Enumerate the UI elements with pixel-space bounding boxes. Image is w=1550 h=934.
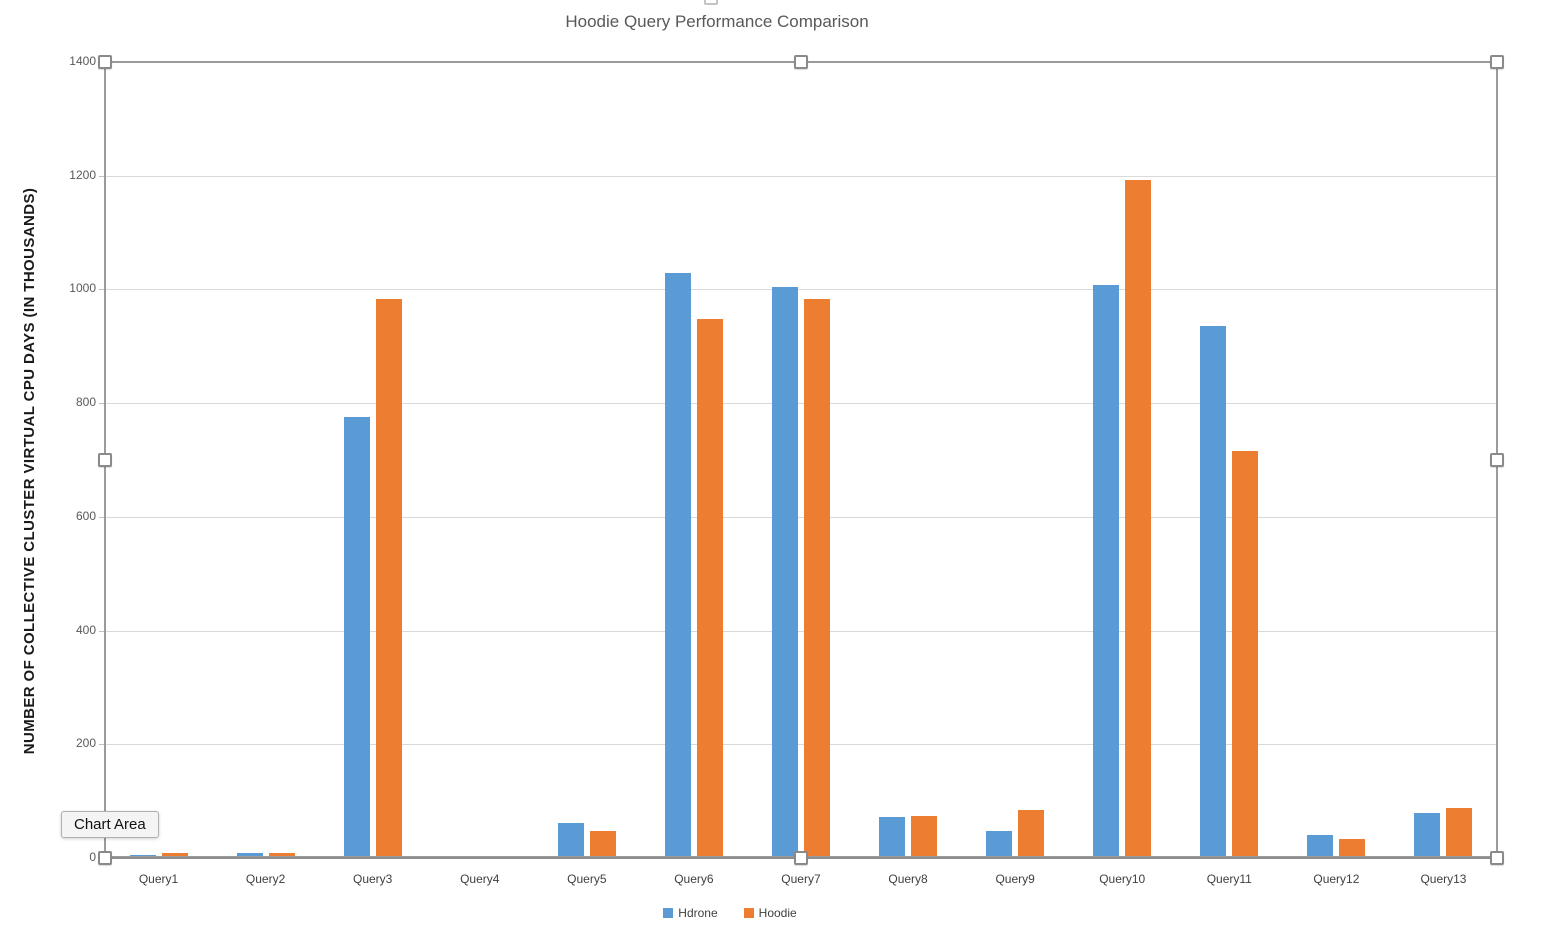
- x-tick-label-query2[interactable]: Query2: [245, 872, 286, 886]
- gridline: [105, 744, 1497, 746]
- bar-hdrone-query7[interactable]: [772, 287, 798, 858]
- gridline: [105, 403, 1497, 405]
- bar-hdrone-query11[interactable]: [1200, 325, 1227, 858]
- x-tick-label-query13[interactable]: Query13: [1420, 872, 1467, 886]
- y-tick-label: 200: [75, 736, 96, 751]
- bar-hdrone-query10[interactable]: [1093, 284, 1120, 858]
- selection-handle-bottom-center[interactable]: [794, 851, 808, 865]
- bar-hoodie-query7[interactable]: [804, 299, 830, 858]
- y-tick-label: 1400: [69, 54, 96, 68]
- x-tick-label-query7[interactable]: Query7: [781, 872, 821, 886]
- bar-hoodie-query9[interactable]: [1018, 809, 1045, 858]
- x-tick-label-query9[interactable]: Query9: [995, 872, 1035, 886]
- gridline: [105, 175, 1497, 177]
- bar-hdrone-query13[interactable]: [1414, 812, 1441, 858]
- gridline: [105, 516, 1497, 518]
- bar-hoodie-query8[interactable]: [911, 816, 938, 858]
- y-axis-tick: [99, 403, 105, 405]
- bar-hoodie-query3[interactable]: [375, 298, 402, 858]
- bar-hoodie-query2[interactable]: [268, 852, 295, 858]
- gridline: [105, 630, 1497, 632]
- gridline: [105, 289, 1497, 291]
- selection-handle-bottom-right[interactable]: [1490, 851, 1504, 865]
- y-axis-tick: [99, 516, 105, 518]
- bar-hoodie-query12[interactable]: [1339, 839, 1366, 858]
- legend[interactable]: Hdrone Hoodie: [0, 906, 1460, 920]
- y-tick-label: 800: [75, 395, 96, 410]
- y-axis-tick: [99, 175, 105, 177]
- bar-hoodie-query11[interactable]: [1232, 451, 1259, 858]
- chart-title[interactable]: Hoodie Query Performance Comparison: [565, 12, 869, 31]
- selection-handle-top-center[interactable]: [794, 55, 808, 69]
- bar-hdrone-query5[interactable]: [557, 823, 584, 858]
- y-tick-label: 1000: [69, 281, 96, 296]
- legend-label-hoodie: Hoodie: [758, 906, 797, 920]
- y-axis-title[interactable]: NUMBER OF COLLECTIVE CLUSTER VIRTUAL CPU…: [21, 187, 38, 755]
- legend-item-hdrone[interactable]: Hdrone: [663, 906, 718, 920]
- x-tick-label-query4[interactable]: Query4: [460, 872, 500, 886]
- legend-swatch-hoodie: [743, 908, 754, 918]
- y-axis-tick: [99, 630, 105, 632]
- bar-hoodie-query5[interactable]: [589, 830, 616, 858]
- bar-hdrone-query2[interactable]: [236, 852, 263, 858]
- bar-hdrone-query6[interactable]: [664, 272, 691, 858]
- selection-border: [104, 61, 1498, 858]
- selection-handle-mid-right[interactable]: [1490, 453, 1504, 467]
- bar-hdrone-query12[interactable]: [1307, 835, 1334, 858]
- y-tick-label: 1200: [69, 167, 96, 182]
- y-axis-tick: [99, 289, 105, 291]
- bar-hoodie-query6[interactable]: [696, 318, 723, 858]
- chart-area-tooltip: Chart Area: [61, 811, 159, 838]
- x-tick-label-query3[interactable]: Query3: [352, 872, 393, 886]
- selection-handle-outer-top[interactable]: [704, 0, 718, 5]
- bar-hdrone-query9[interactable]: [986, 830, 1013, 858]
- selection-handle-mid-left[interactable]: [98, 453, 112, 467]
- x-tick-label-query10[interactable]: Query10: [1099, 872, 1146, 886]
- bar-hoodie-query1[interactable]: [161, 852, 188, 858]
- x-tick-label-query1[interactable]: Query1: [138, 872, 179, 886]
- x-tick-label-query6[interactable]: Query6: [674, 872, 714, 886]
- y-tick-label: 600: [75, 508, 96, 523]
- x-tick-label-query11[interactable]: Query11: [1206, 872, 1252, 886]
- legend-swatch-hdrone: [663, 908, 674, 918]
- y-tick-label: 400: [75, 622, 96, 637]
- selection-handle-bottom-left[interactable]: [98, 851, 112, 865]
- bar-hoodie-query13[interactable]: [1446, 807, 1473, 858]
- legend-item-hoodie[interactable]: Hoodie: [743, 906, 797, 920]
- x-tick-label-query12[interactable]: Query12: [1313, 872, 1360, 886]
- y-axis-tick: [99, 744, 105, 746]
- legend-label-hdrone: Hdrone: [678, 906, 718, 920]
- selection-handle-top-left[interactable]: [98, 55, 112, 69]
- bar-hdrone-query3[interactable]: [343, 416, 370, 858]
- bar-hdrone-query8[interactable]: [879, 817, 906, 858]
- y-tick-label: 0: [89, 850, 96, 864]
- x-tick-label-query8[interactable]: Query8: [888, 872, 928, 886]
- bar-hoodie-query10[interactable]: [1125, 179, 1152, 858]
- selection-handle-top-right[interactable]: [1490, 55, 1504, 69]
- x-tick-label-query5[interactable]: Query5: [567, 872, 607, 886]
